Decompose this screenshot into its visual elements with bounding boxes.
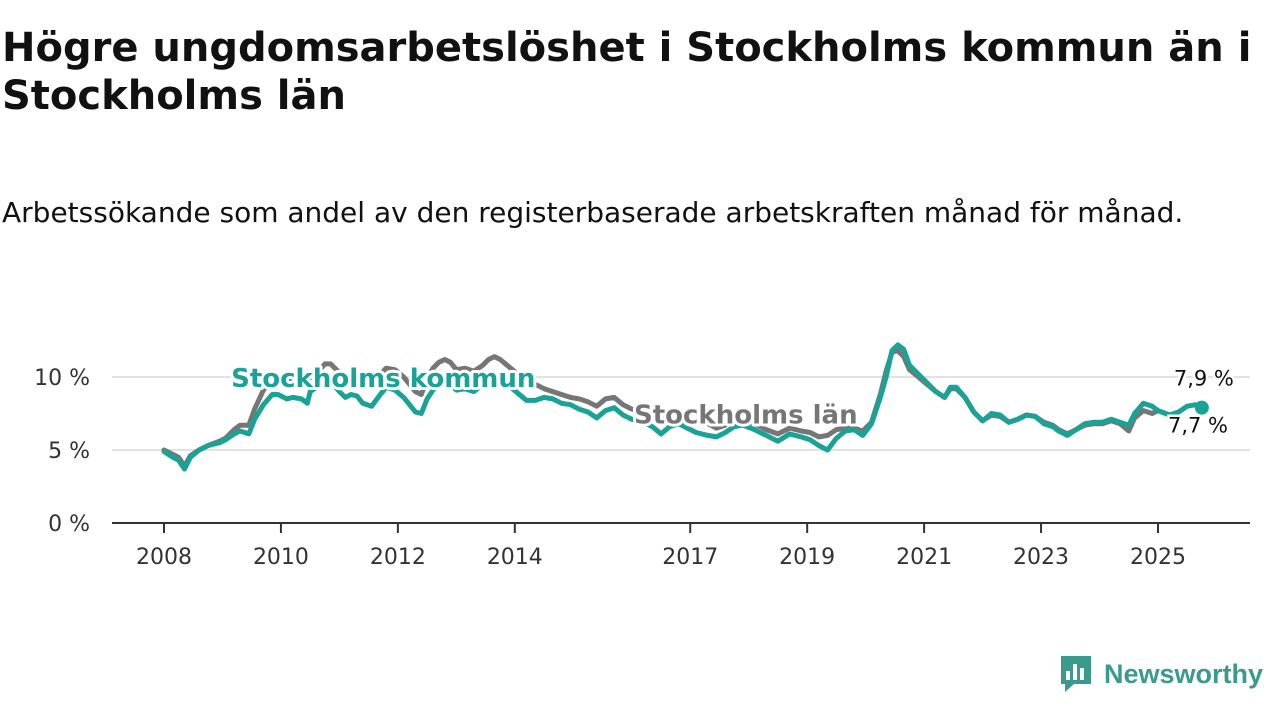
x-tick-label: 2019	[779, 545, 835, 570]
brand-name: Newsworthy	[1104, 658, 1264, 689]
chart-title: Högre ungdomsarbetslöshet i Stockholms k…	[2, 25, 1252, 119]
x-tick-label: 2014	[487, 545, 543, 570]
x-tick-label: 2023	[1013, 545, 1069, 570]
x-tick-label: 2021	[896, 545, 952, 570]
x-tick-label: 2012	[370, 545, 426, 570]
y-tick-label: 5 %	[48, 439, 90, 464]
x-axis-ticks: 2008 2010 2012 2014 2017 2019 2021 2023 2025	[136, 523, 1186, 570]
x-tick-label: 2017	[662, 545, 718, 570]
series-line-stockholms-kommun	[161, 342, 1205, 472]
newsworthy-brand[interactable]: Newsworthy	[1058, 654, 1263, 694]
series-name-label: Stockholms kommun	[231, 364, 535, 394]
y-axis-ticks: 0 % 5 % 10 %	[34, 366, 90, 537]
y-tick-label: 10 %	[34, 366, 90, 391]
x-tick-label: 2010	[253, 545, 309, 570]
series-lines	[161, 342, 1205, 472]
series-end-marker	[1194, 400, 1209, 415]
series-name-label: Stockholms län	[634, 401, 858, 431]
newsworthy-logo-icon	[1061, 656, 1091, 692]
series-end-value-label: 7,7 %	[1168, 414, 1228, 438]
x-tick-label: 2008	[136, 545, 192, 570]
x-tick-label: 2025	[1130, 545, 1186, 570]
series-labels: Stockholms län 7,7 % Stockholms kommun 7,9 …	[228, 361, 1236, 440]
chart-subtitle: Arbetssökande som andel av den registerb…	[2, 196, 1184, 229]
gridlines	[112, 376, 1250, 451]
series-end-value-label: 7,9 %	[1174, 367, 1234, 391]
y-tick-label: 0 %	[48, 512, 90, 537]
